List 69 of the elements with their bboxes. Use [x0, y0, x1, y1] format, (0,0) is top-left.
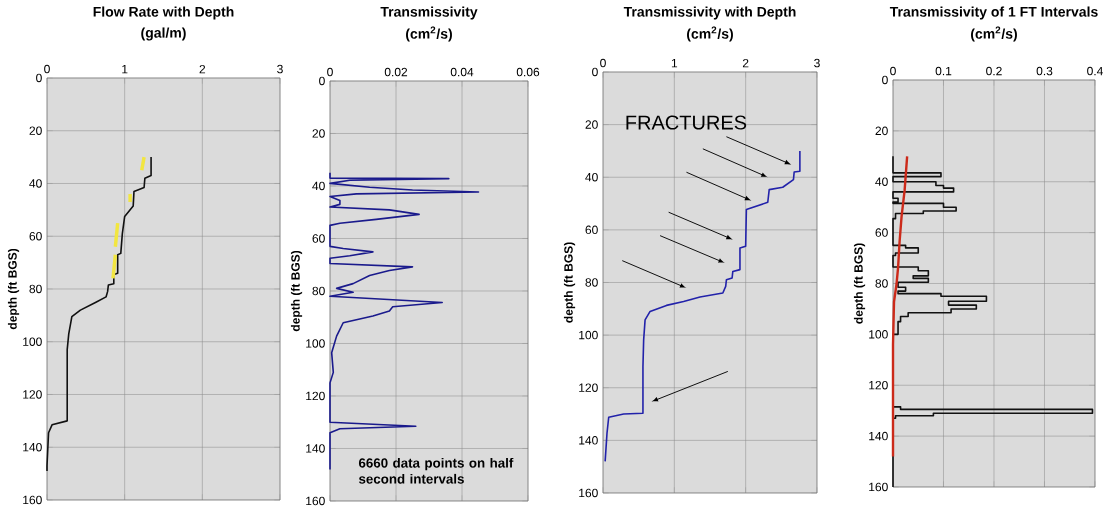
x-tick-label: 0 — [890, 66, 896, 76]
y-tick-label: 140 — [306, 444, 325, 453]
y-tick-label: 100 — [579, 330, 598, 340]
y-tick-label: 80 — [29, 284, 42, 294]
y-tick-label: 20 — [29, 126, 42, 135]
x-tick-label: 1 — [671, 59, 678, 68]
x-tick-label: 0.3 — [1036, 66, 1053, 76]
y-tick-label: 60 — [29, 231, 42, 241]
y-tick-label: 80 — [875, 279, 888, 288]
x-tick-label: 2 — [199, 64, 206, 74]
x-tick-label: 0 — [44, 64, 50, 74]
annotation: 6660 data points on half second intervals — [358, 457, 514, 484]
x-axis-title: (cm$^{2}$/s) — [687, 26, 733, 42]
y-tick-label: 60 — [312, 234, 325, 243]
y-tick-label: 160 — [869, 482, 888, 492]
x-tick-label: 0.4 — [1087, 66, 1103, 76]
y-tick-label: 40 — [585, 172, 598, 182]
x-tick-label: 0 — [600, 58, 606, 68]
x-tick-label: 0.2 — [986, 66, 1002, 76]
line-series — [604, 150, 801, 463]
y-tick-label: 100 — [869, 330, 888, 339]
y-axis-title: depth (ft BGS) — [563, 242, 576, 323]
y-axis-title: depth (ft BGS) — [290, 250, 303, 332]
x-tick-label: 1 — [122, 65, 128, 74]
chart-title: Transmissivity — [380, 6, 478, 20]
y-tick-label: 20 — [312, 129, 325, 138]
x-tick-label: 3 — [814, 58, 820, 68]
x-tick-label: 0 — [327, 67, 333, 77]
y-tick-label: 140 — [869, 431, 888, 441]
chart-title: Transmissivity of 1 FT Intervals — [889, 6, 1098, 20]
y-tick-label: 80 — [312, 286, 325, 296]
y-axis-title: depth (ft BGS) — [853, 243, 866, 324]
annotation: FRACTURES — [626, 115, 747, 130]
y-tick-label: 100 — [23, 337, 42, 346]
x-tick-label: 0.06 — [516, 67, 540, 77]
chart-title: Transmissivity with Depth — [623, 6, 796, 20]
line-series — [892, 155, 1094, 488]
x-tick-label: 0.02 — [384, 67, 408, 77]
y-tick-label: 40 — [875, 177, 888, 186]
y-tick-label: 0 — [319, 76, 325, 86]
y-tick-label: 40 — [29, 179, 42, 188]
line-series — [891, 155, 909, 458]
y-axis-title: depth (ft BGS) — [7, 248, 20, 330]
x-tick-label: 0.1 — [935, 66, 952, 76]
y-tick-label: 20 — [875, 126, 888, 136]
y-tick-label: 60 — [585, 225, 598, 235]
y-tick-label: 140 — [23, 442, 42, 452]
y-tick-label: 120 — [869, 380, 888, 390]
y-tick-label: 120 — [23, 390, 42, 399]
chart-title: Flow Rate with Depth — [93, 6, 234, 20]
y-tick-label: 120 — [306, 391, 325, 401]
y-tick-label: 100 — [306, 339, 325, 348]
x-axis-title: (cm$^{2}$/s) — [406, 26, 452, 42]
x-axis-title: (gal/m) — [141, 27, 186, 41]
y-tick-label: 160 — [23, 495, 42, 505]
y-tick-label: 140 — [579, 436, 598, 445]
x-tick-label: 0.04 — [450, 67, 474, 77]
y-tick-label: 40 — [312, 181, 325, 191]
y-tick-label: 120 — [579, 383, 598, 392]
line-series — [46, 156, 152, 472]
x-axis-title: (cm$^{2}$/s) — [971, 26, 1017, 42]
x-tick-label: 3 — [277, 64, 283, 74]
y-tick-label: 0 — [882, 75, 888, 85]
x-tick-label: 2 — [742, 58, 749, 68]
y-tick-label: 80 — [585, 278, 598, 287]
y-tick-label: 60 — [875, 228, 888, 237]
y-tick-label: 160 — [579, 488, 598, 498]
y-tick-label: 20 — [585, 120, 598, 129]
y-tick-label: 160 — [306, 496, 325, 506]
